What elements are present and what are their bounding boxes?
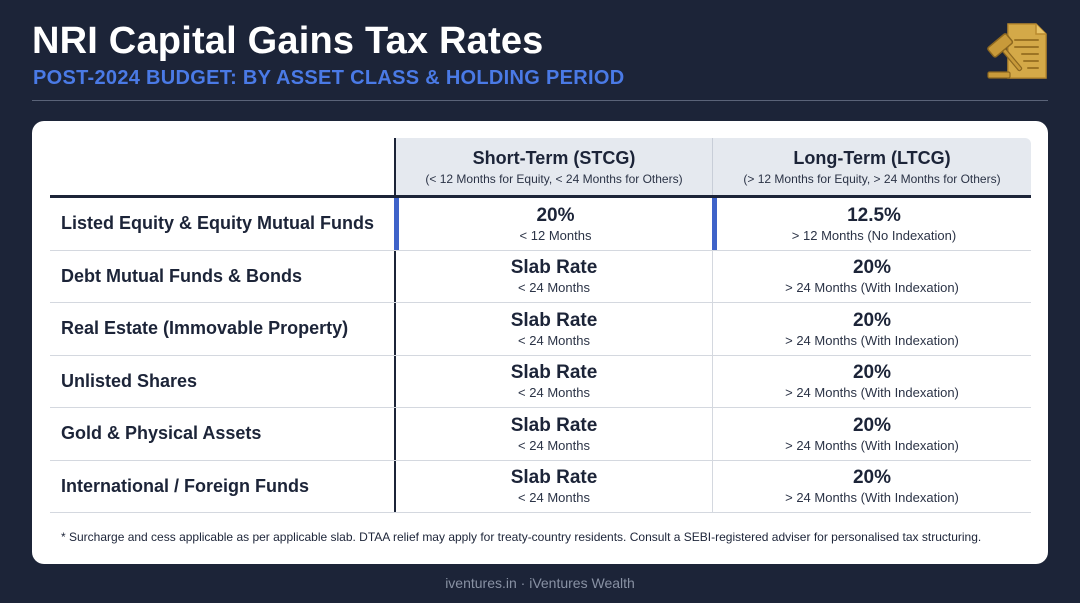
stcg-cell: Slab Rate < 24 Months bbox=[394, 250, 712, 302]
stcg-rate: Slab Rate bbox=[510, 362, 598, 384]
ltcg-period: > 24 Months (With Indexation) bbox=[785, 385, 959, 401]
ltcg-period: > 24 Months (With Indexation) bbox=[785, 280, 959, 296]
source-credit: iventures.in · iVentures Wealth bbox=[445, 575, 635, 591]
asset-class-label: Unlisted Shares bbox=[61, 370, 198, 391]
ltcg-period: > 12 Months (No Indexation) bbox=[791, 227, 957, 243]
page-subtitle: POST-2024 BUDGET: BY ASSET CLASS & HOLDI… bbox=[33, 67, 625, 89]
ltcg-rate: 12.5% bbox=[847, 204, 901, 226]
stcg-cell: 20% < 12 Months bbox=[394, 198, 712, 250]
stcg-rate: Slab Rate bbox=[510, 414, 598, 436]
ltcg-period: > 24 Months (With Indexation) bbox=[785, 437, 959, 453]
stcg-period: < 24 Months bbox=[518, 437, 590, 453]
stcg-cell: Slab Rate < 24 Months bbox=[394, 303, 712, 355]
stcg-cell: Slab Rate < 24 Months bbox=[394, 408, 712, 460]
header-divider bbox=[32, 100, 1048, 101]
asset-class-label: Real Estate (Immovable Property) bbox=[61, 318, 349, 339]
table-row: Debt Mutual Funds & Bonds Slab Rate < 24… bbox=[50, 250, 1031, 303]
table-header-row: Short-Term (STCG) (< 12 Months for Equit… bbox=[50, 138, 1031, 198]
ltcg-rate: 20% bbox=[852, 257, 892, 279]
table-row: Unlisted Shares Slab Rate < 24 Months 20… bbox=[50, 355, 1031, 408]
stcg-period: < 24 Months bbox=[518, 490, 590, 506]
ltcg-cell: 20% > 24 Months (With Indexation) bbox=[712, 303, 1031, 355]
ltcg-rate: 20% bbox=[852, 362, 892, 384]
stcg-period: < 24 Months bbox=[518, 332, 590, 348]
stcg-cell: Slab Rate < 24 Months bbox=[394, 355, 712, 407]
stcg-cell: Slab Rate < 24 Months bbox=[394, 460, 712, 512]
ltcg-rate: 20% bbox=[852, 467, 892, 489]
column-header-sublabel: (< 12 Months for Equity, < 24 Months for… bbox=[425, 171, 683, 186]
ltcg-cell: 20% > 24 Months (With Indexation) bbox=[712, 408, 1031, 460]
page-title: NRI Capital Gains Tax Rates bbox=[32, 20, 544, 62]
column-header-stcg: Short-Term (STCG) (< 12 Months for Equit… bbox=[394, 138, 712, 195]
stcg-rate: Slab Rate bbox=[510, 309, 598, 331]
stcg-rate: 20% bbox=[536, 204, 575, 226]
stcg-rate: Slab Rate bbox=[510, 257, 598, 279]
column-header-sublabel: (> 12 Months for Equity, > 24 Months for… bbox=[743, 171, 1001, 186]
tax-rates-card: Short-Term (STCG) (< 12 Months for Equit… bbox=[32, 121, 1048, 564]
table-row: International / Foreign Funds Slab Rate … bbox=[50, 460, 1031, 513]
ltcg-cell: 12.5% > 12 Months (No Indexation) bbox=[712, 198, 1031, 250]
stcg-rate: Slab Rate bbox=[510, 467, 598, 489]
ltcg-rate: 20% bbox=[852, 414, 892, 436]
column-header-label: Long-Term (LTCG) bbox=[793, 147, 951, 168]
ltcg-period: > 24 Months (With Indexation) bbox=[785, 332, 959, 348]
table-row: Listed Equity & Equity Mutual Funds 20% … bbox=[50, 198, 1031, 251]
tax-document-gavel-icon bbox=[984, 20, 1050, 82]
column-header-ltcg: Long-Term (LTCG) (> 12 Months for Equity… bbox=[712, 138, 1031, 195]
stcg-period: < 24 Months bbox=[518, 385, 590, 401]
ltcg-rate: 20% bbox=[852, 309, 892, 331]
stcg-period: < 12 Months bbox=[519, 227, 592, 243]
stcg-period: < 24 Months bbox=[518, 280, 590, 296]
footnote: * Surcharge and cess applicable as per a… bbox=[61, 530, 982, 544]
table-row: Gold & Physical Assets Slab Rate < 24 Mo… bbox=[50, 408, 1031, 461]
tax-rates-table: Short-Term (STCG) (< 12 Months for Equit… bbox=[50, 138, 1031, 513]
ltcg-cell: 20% > 24 Months (With Indexation) bbox=[712, 460, 1031, 512]
asset-class-label: International / Foreign Funds bbox=[61, 475, 310, 496]
table-row: Real Estate (Immovable Property) Slab Ra… bbox=[50, 303, 1031, 356]
asset-class-label: Debt Mutual Funds & Bonds bbox=[61, 265, 302, 286]
ltcg-cell: 20% > 24 Months (With Indexation) bbox=[712, 355, 1031, 407]
header-corner bbox=[50, 138, 394, 195]
column-header-label: Short-Term (STCG) bbox=[472, 147, 636, 168]
ltcg-period: > 24 Months (With Indexation) bbox=[785, 490, 959, 506]
asset-class-label: Gold & Physical Assets bbox=[61, 423, 262, 444]
asset-class-label: Listed Equity & Equity Mutual Funds bbox=[61, 213, 374, 234]
ltcg-cell: 20% > 24 Months (With Indexation) bbox=[712, 250, 1031, 302]
